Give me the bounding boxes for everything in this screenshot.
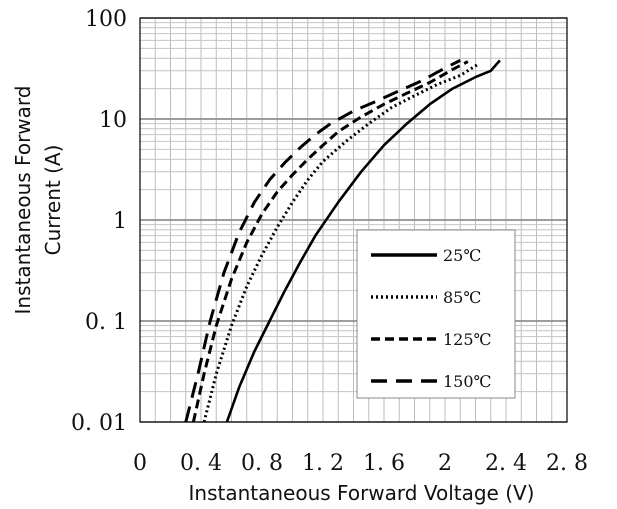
y-axis-title-line-2: Current (A) xyxy=(41,145,65,256)
x-tick-label: 1. 2 xyxy=(302,451,344,476)
plot-border xyxy=(139,17,568,423)
legend-label: 150℃ xyxy=(443,372,491,391)
y-tick-labels: 0. 01 0. 1 1 10 100 xyxy=(71,7,127,436)
y-tick-label: 10 xyxy=(99,108,127,133)
y-tick-label: 0. 01 xyxy=(71,411,127,436)
series-line-85℃ xyxy=(202,62,480,423)
y-tick-label: 100 xyxy=(85,7,127,32)
x-tick-label: 1. 6 xyxy=(363,451,405,476)
y-tick-label: 1 xyxy=(113,209,127,234)
x-tick-label: 0. 4 xyxy=(180,451,222,476)
series-line-150℃ xyxy=(184,59,461,423)
x-tick-label: 2. 8 xyxy=(546,451,588,476)
legend: 25℃ 85℃ 125℃ 150℃ xyxy=(356,229,516,399)
x-tick-labels: 0 0. 4 0. 8 1. 2 1. 6 2 2. 4 2. 8 xyxy=(133,451,588,476)
x-tick-label: 0. 8 xyxy=(241,451,283,476)
legend-label: 85℃ xyxy=(443,288,481,307)
x-tick-label: 2 xyxy=(438,451,452,476)
series-layer xyxy=(184,59,501,423)
x-tick-label: 2. 4 xyxy=(485,451,527,476)
series-line-125℃ xyxy=(191,60,469,423)
legend-label: 125℃ xyxy=(443,330,491,349)
x-tick-label: 0 xyxy=(133,451,147,476)
x-axis-title: Instantaneous Forward Voltage (V) xyxy=(189,481,535,505)
y-tick-label: 0. 1 xyxy=(85,310,127,335)
series-line-25℃ xyxy=(225,59,501,423)
legend-box xyxy=(356,229,516,399)
legend-label: 25℃ xyxy=(443,246,481,265)
y-axis-title-line-1: Instantaneous Forward xyxy=(11,86,35,315)
